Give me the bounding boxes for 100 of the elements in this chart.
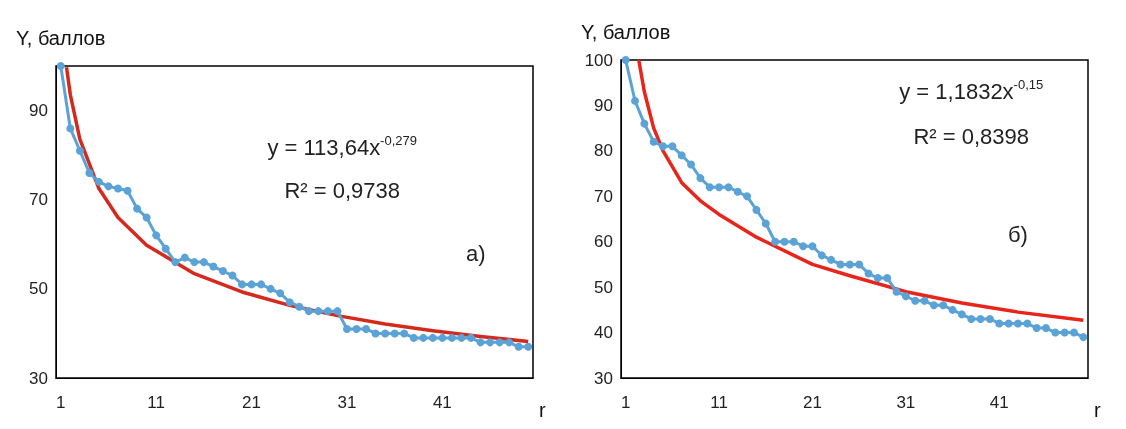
point (1079, 333, 1088, 342)
point (808, 242, 817, 251)
y-tick-label: 100 (584, 50, 613, 70)
point (631, 96, 640, 105)
point (381, 329, 390, 338)
point (939, 301, 948, 310)
y-tick-label: 90 (29, 101, 48, 121)
point (218, 267, 227, 276)
point (780, 237, 789, 246)
point (761, 219, 770, 228)
point (276, 289, 285, 298)
point (724, 183, 733, 192)
point (743, 192, 752, 201)
y-tick-label: 80 (594, 141, 613, 161)
point (409, 333, 418, 342)
x-tick-label: 1 (56, 393, 66, 412)
point (476, 338, 485, 347)
point (687, 160, 696, 169)
x-axis-title: r (1094, 399, 1101, 421)
point (247, 280, 256, 289)
point (920, 296, 929, 305)
point (238, 280, 247, 289)
point (352, 324, 361, 333)
point (668, 142, 677, 151)
x-tick-label: 31 (896, 393, 916, 412)
annotation: б) (1007, 222, 1028, 248)
point (66, 124, 75, 133)
y-tick-label: 50 (29, 279, 48, 299)
y-tick-label: 50 (594, 277, 613, 297)
point (514, 342, 523, 351)
annotation: R² = 0,9738 (284, 178, 400, 204)
point (285, 298, 294, 307)
point (995, 319, 1004, 328)
point (228, 271, 237, 280)
y-tick-label: 30 (594, 368, 613, 388)
x-tick-label: 41 (989, 393, 1009, 412)
point (659, 142, 668, 151)
point (836, 260, 845, 269)
point (419, 333, 428, 342)
point (323, 307, 332, 316)
x-tick-label: 21 (242, 393, 262, 412)
point (985, 314, 994, 323)
point (342, 324, 351, 333)
point (649, 137, 658, 146)
point (948, 305, 957, 314)
point (457, 333, 466, 342)
point (789, 237, 798, 246)
point (799, 242, 808, 251)
annotation: а) (465, 240, 486, 266)
y-tick-label: 70 (29, 190, 48, 210)
point (864, 269, 873, 278)
point (495, 338, 504, 347)
point (114, 184, 123, 193)
point (152, 231, 161, 240)
point (257, 280, 266, 289)
point (333, 307, 342, 316)
x-axis-title: r (539, 399, 546, 421)
point (976, 314, 985, 323)
point (640, 119, 649, 128)
point (883, 274, 892, 283)
point (911, 296, 920, 305)
point (75, 146, 84, 155)
point (1032, 324, 1041, 333)
point (873, 274, 882, 283)
y-axis-title: Y, баллов (581, 21, 671, 43)
y-axis-title: Y, баллов (16, 27, 106, 49)
point (94, 177, 103, 186)
point (1004, 319, 1013, 328)
point (314, 307, 323, 316)
x-tick-label: 11 (147, 393, 165, 412)
point (180, 253, 189, 262)
point (845, 260, 854, 269)
point (1051, 328, 1060, 337)
point (295, 302, 304, 311)
point (133, 204, 142, 213)
point (447, 333, 456, 342)
point (733, 187, 742, 196)
point (467, 333, 475, 342)
annotation: R² = 0,8398 (913, 123, 1030, 149)
point (142, 213, 151, 222)
point (209, 262, 218, 271)
point (123, 186, 132, 195)
point (390, 329, 399, 338)
point (266, 284, 275, 293)
point (486, 338, 495, 347)
point (438, 333, 447, 342)
point (428, 333, 437, 342)
point (715, 183, 724, 192)
point (190, 258, 199, 267)
point (85, 168, 94, 177)
point (752, 205, 761, 214)
point (621, 56, 630, 64)
x-tick-label: 21 (803, 393, 822, 412)
point (1023, 319, 1032, 328)
point (817, 251, 826, 260)
point (677, 151, 686, 160)
point (304, 307, 313, 316)
x-tick-label: 41 (432, 393, 452, 412)
point (505, 338, 514, 347)
x-tick-label: 1 (620, 393, 631, 412)
